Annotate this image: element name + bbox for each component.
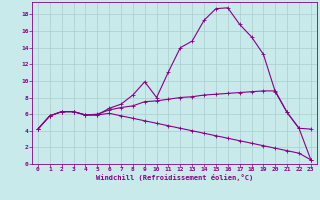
X-axis label: Windchill (Refroidissement éolien,°C): Windchill (Refroidissement éolien,°C) bbox=[96, 174, 253, 181]
